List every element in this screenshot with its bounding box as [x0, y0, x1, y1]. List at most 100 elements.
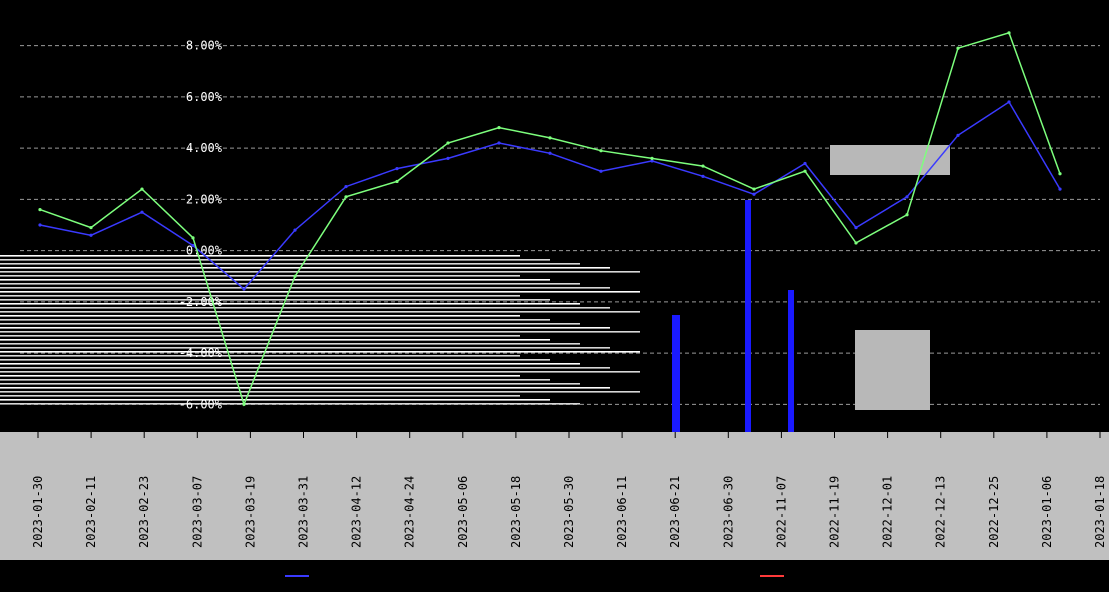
noise-band	[0, 327, 610, 329]
noise-band	[0, 267, 610, 269]
data-point	[956, 46, 960, 50]
x-tick-label: 2023-04-24	[403, 476, 417, 548]
x-tick-label: 2023-05-06	[456, 476, 470, 548]
series-lines	[38, 31, 1062, 407]
noise-band	[0, 347, 610, 349]
x-tick-label: 2023-02-23	[137, 476, 151, 548]
noise-band	[0, 379, 550, 381]
noise-band	[0, 303, 580, 305]
data-point	[905, 213, 909, 217]
noise-band	[0, 387, 610, 389]
data-point	[191, 243, 195, 248]
y-tick-label: 8.00%	[186, 39, 223, 53]
x-tick-label: 2022-12-13	[934, 476, 948, 548]
noise-band	[0, 259, 550, 261]
noise-band	[0, 311, 640, 313]
noise-band	[0, 335, 520, 337]
data-point	[344, 184, 348, 189]
x-tick-label: 2023-05-18	[509, 476, 523, 548]
data-point	[1058, 187, 1062, 191]
data-point	[854, 225, 858, 230]
noise-block	[855, 330, 930, 410]
y-tick-label: -6.00%	[179, 397, 223, 411]
noise-band	[0, 287, 610, 289]
x-tick-label: 2023-03-19	[243, 476, 257, 548]
x-tick-label: 2022-11-07	[774, 476, 788, 548]
data-point	[140, 210, 144, 214]
x-tick-label: 2023-06-21	[668, 476, 682, 548]
noise-bands	[0, 145, 950, 433]
data-point	[701, 174, 705, 178]
noise-band	[0, 255, 520, 257]
noise-band	[0, 339, 550, 341]
y-tick-label: 2.00%	[186, 192, 223, 206]
data-point	[446, 141, 450, 145]
noise-band	[0, 343, 580, 345]
grid-lines	[20, 45, 1100, 405]
x-tick-label: 2023-01-18	[1093, 476, 1107, 548]
x-tick-label: 2023-04-12	[350, 476, 364, 548]
noise-band	[0, 367, 610, 369]
data-point	[1007, 31, 1011, 35]
noise-band	[0, 323, 580, 325]
x-tick-label: 2022-12-25	[987, 476, 1001, 548]
noise-band	[0, 299, 550, 301]
data-point	[803, 161, 807, 166]
noise-band	[0, 319, 550, 321]
data-point	[548, 151, 552, 155]
data-point	[293, 274, 297, 278]
noise-stripe	[672, 315, 680, 433]
data-point	[242, 402, 246, 406]
data-point	[38, 208, 42, 212]
data-point	[242, 287, 246, 291]
y-tick-label: 6.00%	[186, 90, 223, 104]
data-point	[497, 126, 501, 130]
data-point	[293, 228, 297, 232]
y-axis-ticks: 8.00%6.00%4.00%2.00%0.00%-2.00%-4.00%-6.…	[179, 39, 223, 412]
data-point	[599, 149, 603, 153]
x-tick-label: 2023-03-07	[190, 476, 204, 548]
data-point	[650, 156, 654, 160]
x-tick-label: 2023-01-30	[31, 476, 45, 548]
noise-band	[0, 355, 520, 357]
noise-band	[0, 307, 610, 309]
data-point	[650, 159, 654, 163]
noise-band	[0, 351, 640, 353]
noise-band	[0, 403, 580, 405]
x-tick-label: 2023-01-06	[1040, 476, 1054, 548]
data-point	[905, 195, 909, 199]
data-point	[395, 167, 399, 171]
noise-stripe	[745, 200, 751, 433]
data-point	[548, 136, 552, 140]
noise-band	[0, 315, 520, 317]
data-point	[140, 187, 144, 191]
x-tick-label: 2023-05-30	[562, 476, 576, 548]
noise-stripe	[788, 290, 794, 433]
data-point	[344, 195, 348, 199]
noise-band	[0, 363, 580, 365]
legend-panel	[0, 560, 1109, 592]
data-point	[1007, 100, 1011, 104]
data-point	[956, 133, 960, 137]
noise-band	[0, 271, 640, 273]
x-tick-label: 2023-06-11	[615, 476, 629, 548]
noise-band	[0, 391, 640, 393]
x-tick-label: 2023-03-31	[297, 476, 311, 548]
noise-band	[0, 331, 640, 333]
noise-band	[0, 283, 580, 285]
y-tick-label: -4.00%	[179, 346, 223, 360]
noise-band	[0, 383, 580, 385]
x-tick-label: 2022-12-01	[881, 476, 895, 548]
data-point	[701, 164, 705, 168]
noise-band	[0, 395, 520, 397]
data-point	[38, 223, 42, 227]
x-tick-label: 2023-02-11	[84, 476, 98, 548]
noise-band	[0, 275, 520, 277]
data-point	[752, 192, 756, 196]
x-tick-label: 2023-06-30	[721, 476, 735, 548]
data-point	[395, 179, 399, 184]
data-point	[89, 233, 93, 237]
noise-band	[0, 399, 550, 401]
noise-band	[0, 371, 640, 373]
